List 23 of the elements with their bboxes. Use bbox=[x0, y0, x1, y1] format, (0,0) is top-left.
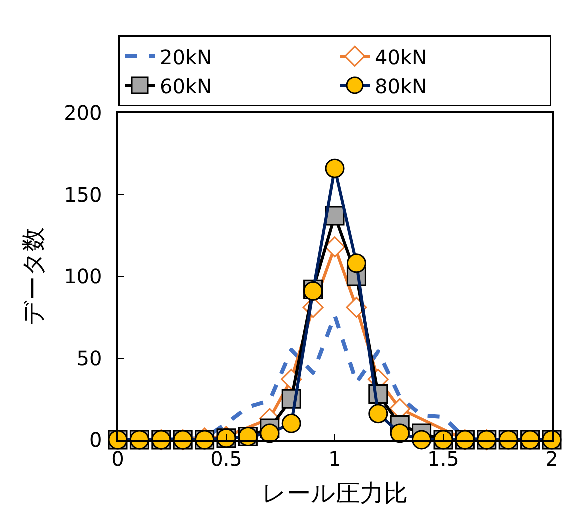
y-tick-label: 150 bbox=[64, 182, 102, 207]
x-tick-label: 0 bbox=[112, 446, 124, 471]
x-tick-label: 0.5 bbox=[210, 446, 242, 471]
x-tick-label: 2 bbox=[546, 446, 558, 471]
y-axis-title: データ数 bbox=[20, 228, 48, 326]
y-tick-label: 0 bbox=[90, 428, 102, 452]
legend-label: 80kN bbox=[375, 74, 427, 98]
x-tick-label: 1 bbox=[328, 446, 342, 471]
point bbox=[282, 414, 302, 434]
legend-label: 20kN bbox=[160, 45, 212, 70]
point bbox=[368, 404, 388, 424]
legend-label: 60kN bbox=[160, 74, 212, 98]
point bbox=[325, 158, 345, 178]
point bbox=[324, 236, 346, 258]
point bbox=[346, 254, 366, 274]
y-tick-label: 200 bbox=[64, 101, 102, 125]
y-tick-label: 50 bbox=[76, 346, 102, 370]
x-axis-title: レール圧力比 bbox=[262, 480, 408, 508]
x-tick-label: 1.5 bbox=[428, 446, 460, 471]
point bbox=[390, 424, 410, 444]
point bbox=[260, 424, 280, 444]
y-tick-label: 100 bbox=[64, 264, 102, 288]
legend-label: 40kN bbox=[375, 45, 427, 70]
